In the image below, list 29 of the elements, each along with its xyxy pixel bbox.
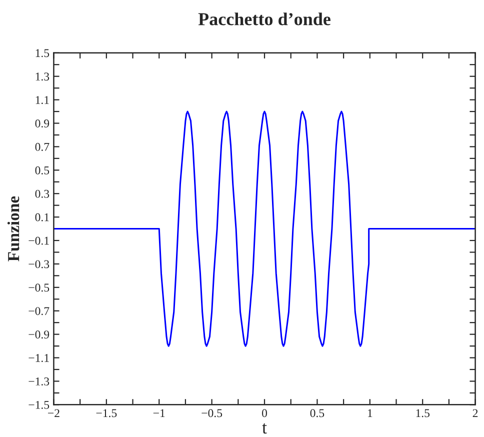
chart-title: Pacchetto d’onde (198, 12, 330, 26)
y-tick-label: −0.7 (28, 307, 50, 316)
x-tick-label: −0.5 (202, 409, 222, 418)
y-tick-label: 1.1 (36, 96, 49, 104)
x-tick-label: −1 (153, 409, 165, 418)
x-tick-label: −1.5 (96, 409, 117, 418)
x-tick-label: 0 (262, 409, 268, 418)
y-axis-title: Funzione (7, 196, 20, 262)
y-tick-label: 0.1 (35, 213, 49, 222)
y-tick-label: −1.3 (28, 377, 50, 386)
y-tick-label: −1.1 (28, 354, 49, 362)
y-tick-label: −0.3 (28, 260, 50, 268)
x-tick-label: −2 (48, 409, 60, 418)
x-tick-label: 1.5 (416, 409, 430, 418)
y-tick-label: −1.5 (28, 400, 50, 409)
y-tick-label: 1.5 (36, 49, 50, 58)
y-tick-label: 0.3 (35, 190, 50, 198)
y-tick-label: −0.1 (28, 236, 49, 245)
x-tick-label: 0.5 (310, 409, 324, 418)
line-series (54, 110, 476, 347)
y-tick-label: 0.9 (35, 119, 50, 128)
y-tick-label: 1.3 (36, 72, 50, 81)
y-tick-label: 0.7 (35, 142, 50, 151)
y-tick-label: −0.9 (28, 330, 50, 339)
x-tick-label: 2 (472, 409, 478, 418)
x-axis-title: t (262, 423, 267, 434)
y-tick-label: −0.5 (28, 284, 50, 292)
y-tick-label: 0.5 (35, 166, 50, 174)
x-tick-label: 1 (368, 409, 372, 418)
